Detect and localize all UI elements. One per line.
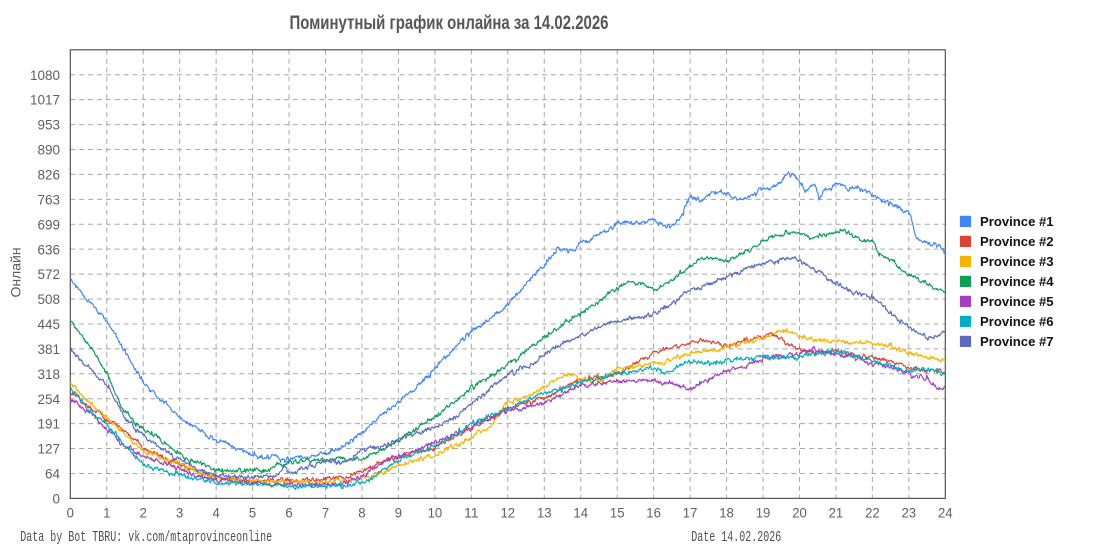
svg-text:22: 22 <box>865 505 880 521</box>
svg-text:17: 17 <box>683 505 698 521</box>
svg-text:1080: 1080 <box>30 67 60 83</box>
svg-text:18: 18 <box>719 505 734 521</box>
svg-text:Province #4: Province #4 <box>980 274 1054 289</box>
svg-text:8: 8 <box>358 505 365 521</box>
svg-text:Data by Bot TBRU: vk.com/mtapr: Data by Bot TBRU: vk.com/mtaprovinceonli… <box>20 530 272 546</box>
svg-text:23: 23 <box>902 505 917 521</box>
svg-text:2: 2 <box>140 505 147 521</box>
svg-text:Province #5: Province #5 <box>980 294 1054 309</box>
svg-text:Онлайн: Онлайн <box>8 247 24 297</box>
svg-text:16: 16 <box>646 505 661 521</box>
svg-text:10: 10 <box>428 505 443 521</box>
svg-text:19: 19 <box>756 505 771 521</box>
svg-text:1017: 1017 <box>30 92 60 108</box>
svg-text:318: 318 <box>38 366 61 382</box>
svg-text:127: 127 <box>38 441 61 457</box>
svg-text:763: 763 <box>38 191 61 207</box>
svg-text:20: 20 <box>792 505 807 521</box>
svg-text:1: 1 <box>103 505 110 521</box>
svg-text:Province #6: Province #6 <box>980 314 1054 329</box>
svg-text:636: 636 <box>38 241 61 257</box>
svg-text:890: 890 <box>38 142 61 158</box>
svg-text:24: 24 <box>938 505 953 521</box>
svg-text:5: 5 <box>249 505 256 521</box>
svg-text:15: 15 <box>610 505 625 521</box>
svg-text:508: 508 <box>38 291 61 307</box>
svg-text:Province #3: Province #3 <box>980 254 1054 269</box>
svg-text:Поминутный график онлайна за 1: Поминутный график онлайна за 14.02.2026 <box>290 13 609 34</box>
svg-text:191: 191 <box>38 416 61 432</box>
svg-text:572: 572 <box>38 266 61 282</box>
svg-text:64: 64 <box>45 466 60 482</box>
svg-text:11: 11 <box>464 505 479 521</box>
svg-text:Date 14.02.2026: Date 14.02.2026 <box>691 530 781 546</box>
svg-text:14: 14 <box>573 505 588 521</box>
svg-text:699: 699 <box>38 216 61 232</box>
svg-text:9: 9 <box>395 505 402 521</box>
svg-text:3: 3 <box>176 505 183 521</box>
svg-text:21: 21 <box>829 505 844 521</box>
svg-text:12: 12 <box>501 505 516 521</box>
svg-text:953: 953 <box>38 117 61 133</box>
svg-text:254: 254 <box>38 391 61 407</box>
svg-text:0: 0 <box>67 505 74 521</box>
svg-text:6: 6 <box>285 505 292 521</box>
svg-text:0: 0 <box>53 491 61 507</box>
svg-text:Province #7: Province #7 <box>980 334 1054 349</box>
svg-text:826: 826 <box>38 167 61 183</box>
svg-text:4: 4 <box>213 505 220 521</box>
svg-text:381: 381 <box>38 341 61 357</box>
svg-text:445: 445 <box>38 316 61 332</box>
svg-text:Province #1: Province #1 <box>980 214 1054 229</box>
svg-text:13: 13 <box>537 505 552 521</box>
svg-text:7: 7 <box>322 505 329 521</box>
svg-text:Province #2: Province #2 <box>980 234 1054 249</box>
